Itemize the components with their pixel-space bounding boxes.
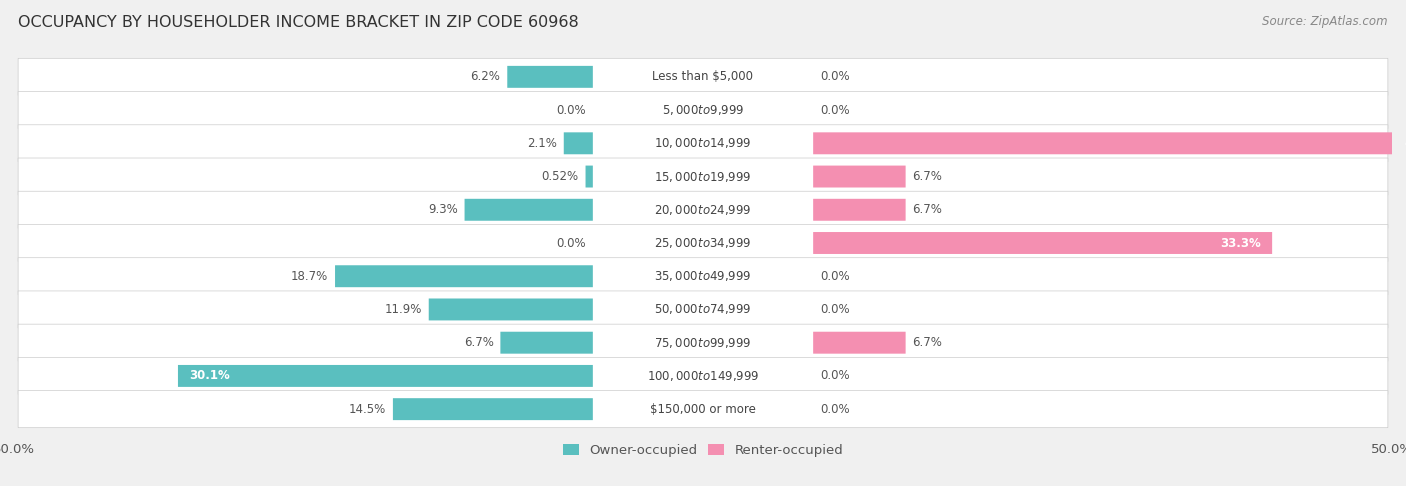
- Text: 0.52%: 0.52%: [541, 170, 579, 183]
- FancyBboxPatch shape: [813, 199, 905, 221]
- Text: 0.0%: 0.0%: [820, 70, 849, 83]
- Text: $15,000 to $19,999: $15,000 to $19,999: [654, 170, 752, 184]
- Text: 18.7%: 18.7%: [291, 270, 328, 283]
- Text: Less than $5,000: Less than $5,000: [652, 70, 754, 83]
- FancyBboxPatch shape: [564, 132, 593, 154]
- FancyBboxPatch shape: [464, 199, 593, 221]
- Text: OCCUPANCY BY HOUSEHOLDER INCOME BRACKET IN ZIP CODE 60968: OCCUPANCY BY HOUSEHOLDER INCOME BRACKET …: [18, 15, 579, 30]
- FancyBboxPatch shape: [501, 332, 593, 354]
- Text: 0.0%: 0.0%: [820, 369, 849, 382]
- Text: 33.3%: 33.3%: [1220, 237, 1261, 249]
- FancyBboxPatch shape: [585, 166, 593, 188]
- Text: $35,000 to $49,999: $35,000 to $49,999: [654, 269, 752, 283]
- FancyBboxPatch shape: [18, 158, 1388, 195]
- FancyBboxPatch shape: [508, 66, 593, 88]
- Text: 0.0%: 0.0%: [820, 303, 849, 316]
- Text: 0.0%: 0.0%: [820, 104, 849, 117]
- FancyBboxPatch shape: [18, 258, 1388, 295]
- Text: 11.9%: 11.9%: [384, 303, 422, 316]
- Text: $150,000 or more: $150,000 or more: [650, 403, 756, 416]
- Text: 0.0%: 0.0%: [557, 237, 586, 249]
- Text: 9.3%: 9.3%: [427, 203, 458, 216]
- Text: 0.0%: 0.0%: [820, 270, 849, 283]
- FancyBboxPatch shape: [18, 91, 1388, 129]
- FancyBboxPatch shape: [18, 357, 1388, 395]
- Text: 0.0%: 0.0%: [820, 403, 849, 416]
- Text: $10,000 to $14,999: $10,000 to $14,999: [654, 136, 752, 150]
- FancyBboxPatch shape: [18, 391, 1388, 428]
- Legend: Owner-occupied, Renter-occupied: Owner-occupied, Renter-occupied: [558, 438, 848, 462]
- FancyBboxPatch shape: [18, 324, 1388, 361]
- Text: $100,000 to $149,999: $100,000 to $149,999: [647, 369, 759, 383]
- Text: $50,000 to $74,999: $50,000 to $74,999: [654, 302, 752, 316]
- FancyBboxPatch shape: [18, 191, 1388, 228]
- FancyBboxPatch shape: [813, 166, 905, 188]
- FancyBboxPatch shape: [429, 298, 593, 320]
- Text: 2.1%: 2.1%: [527, 137, 557, 150]
- Text: 6.7%: 6.7%: [912, 170, 942, 183]
- FancyBboxPatch shape: [179, 365, 593, 387]
- FancyBboxPatch shape: [18, 125, 1388, 162]
- Text: Source: ZipAtlas.com: Source: ZipAtlas.com: [1263, 15, 1388, 28]
- FancyBboxPatch shape: [18, 225, 1388, 261]
- Text: 30.1%: 30.1%: [188, 369, 229, 382]
- Text: 6.7%: 6.7%: [464, 336, 494, 349]
- Text: 6.7%: 6.7%: [912, 203, 942, 216]
- Text: 6.2%: 6.2%: [471, 70, 501, 83]
- FancyBboxPatch shape: [335, 265, 593, 287]
- FancyBboxPatch shape: [18, 58, 1388, 95]
- Text: $25,000 to $34,999: $25,000 to $34,999: [654, 236, 752, 250]
- FancyBboxPatch shape: [392, 398, 593, 420]
- FancyBboxPatch shape: [813, 332, 905, 354]
- Text: 6.7%: 6.7%: [912, 336, 942, 349]
- Text: $75,000 to $99,999: $75,000 to $99,999: [654, 336, 752, 350]
- FancyBboxPatch shape: [813, 132, 1406, 154]
- Text: $20,000 to $24,999: $20,000 to $24,999: [654, 203, 752, 217]
- Text: 14.5%: 14.5%: [349, 403, 387, 416]
- FancyBboxPatch shape: [18, 291, 1388, 328]
- Text: 0.0%: 0.0%: [557, 104, 586, 117]
- Text: $5,000 to $9,999: $5,000 to $9,999: [662, 103, 744, 117]
- FancyBboxPatch shape: [813, 232, 1272, 254]
